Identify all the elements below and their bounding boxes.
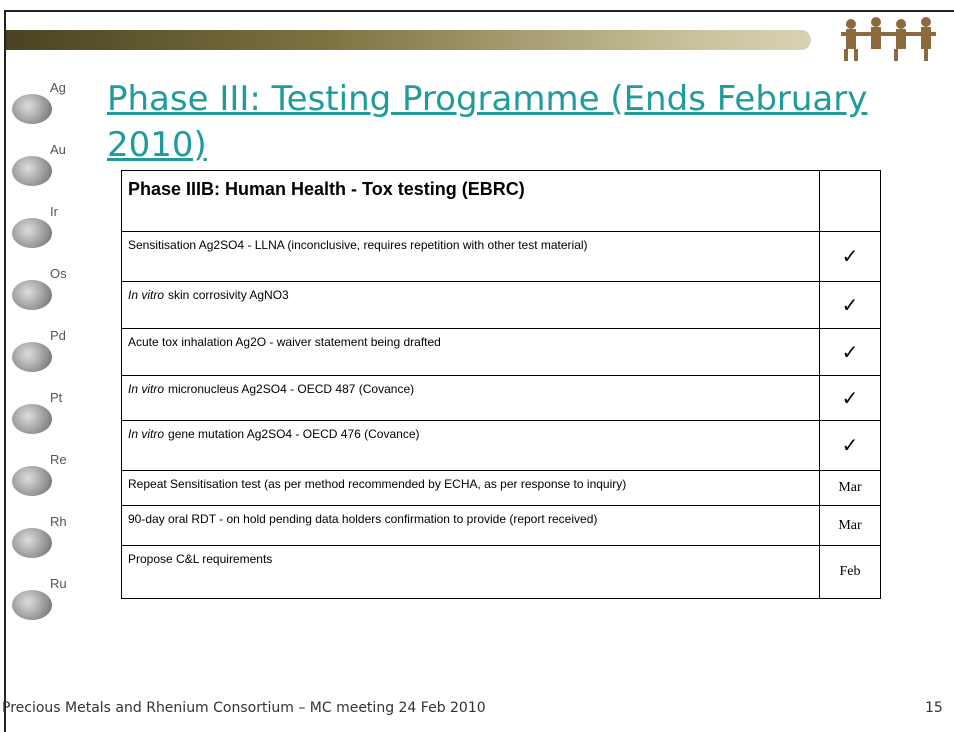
table-row: Acute tox inhalation Ag2O - waiver state… (121, 328, 881, 376)
element-item: Pd (10, 328, 80, 390)
element-symbol: Ir (50, 204, 58, 219)
element-symbol: Ag (50, 80, 66, 95)
task-emphasis: In vitro (128, 382, 165, 396)
element-symbol: Pd (50, 328, 66, 343)
task-text: 90-day oral RDT - on hold pending data h… (128, 512, 598, 526)
element-item: Re (10, 452, 80, 514)
element-symbol: Pt (50, 390, 63, 405)
element-symbol: Au (50, 142, 66, 157)
element-icon (12, 280, 52, 310)
status-cell: Mar (819, 470, 881, 506)
element-icon (12, 94, 52, 124)
status-cell: ✓ (819, 375, 881, 421)
task-cell: Sensitisation Ag2SO4 - LLNA (inconclusiv… (121, 231, 820, 282)
element-icon (12, 342, 52, 372)
element-icon (12, 156, 52, 186)
task-cell: In vitro skin corrosivity AgNO3 (121, 281, 820, 329)
testing-table: Phase IIIB: Human Health - Tox testing (… (121, 170, 881, 599)
table-heading: Phase IIIB: Human Health - Tox testing (… (121, 170, 820, 232)
task-text: micronucleus Ag2SO4 - OECD 487 (Covance) (168, 382, 415, 396)
status-cell: Feb (819, 545, 881, 599)
element-icon (12, 218, 52, 248)
heading-status (819, 170, 881, 232)
table-row: In vitro micronucleus Ag2SO4 - OECD 487 (… (121, 375, 881, 421)
task-text: Acute tox inhalation Ag2O - waiver state… (128, 335, 441, 349)
element-icon (12, 590, 52, 620)
footer: Precious Metals and Rhenium Consortium –… (2, 700, 486, 716)
table-row: Sensitisation Ag2SO4 - LLNA (inconclusiv… (121, 231, 881, 282)
element-icon (12, 528, 52, 558)
task-text: Repeat Sensitisation test (as per method… (128, 477, 627, 491)
element-item: Ru (10, 576, 80, 638)
element-item: Ag (10, 80, 80, 142)
table-row: Propose C&L requirements Feb (121, 545, 881, 599)
frame (4, 10, 954, 732)
task-emphasis: In vitro (128, 288, 165, 302)
table-row: In vitro skin corrosivity AgNO3 ✓ (121, 281, 881, 329)
status-cell: Mar (819, 505, 881, 546)
element-symbol: Ru (50, 576, 67, 591)
task-cell: Propose C&L requirements (121, 545, 820, 599)
table-row: Repeat Sensitisation test (as per method… (121, 470, 881, 506)
element-symbol: Rh (50, 514, 67, 529)
element-sidebar: Ag Au Ir Os Pd Pt Re Rh Ru (10, 80, 80, 638)
header-bar (6, 30, 811, 50)
element-symbol: Os (50, 266, 67, 281)
table-row: In vitro gene mutation Ag2SO4 - OECD 476 … (121, 420, 881, 471)
element-icon (12, 404, 52, 434)
element-item: Pt (10, 390, 80, 452)
status-cell: ✓ (819, 420, 881, 471)
task-cell: 90-day oral RDT - on hold pending data h… (121, 505, 820, 546)
task-text: skin corrosivity AgNO3 (168, 288, 289, 302)
task-text: gene mutation Ag2SO4 - OECD 476 (Covance… (168, 427, 420, 441)
task-text: Sensitisation Ag2SO4 - LLNA (inconclusiv… (128, 238, 588, 252)
element-item: Os (10, 266, 80, 328)
element-item: Au (10, 142, 80, 204)
element-icon (12, 466, 52, 496)
element-symbol: Re (50, 452, 67, 467)
status-cell: ✓ (819, 281, 881, 329)
task-text: Propose C&L requirements (128, 552, 273, 566)
status-cell: ✓ (819, 231, 881, 282)
slide-title: Phase III: Testing Programme (Ends Febru… (107, 79, 868, 165)
table-row: 90-day oral RDT - on hold pending data h… (121, 505, 881, 546)
task-cell: In vitro gene mutation Ag2SO4 - OECD 476 … (121, 420, 820, 471)
task-cell: In vitro micronucleus Ag2SO4 - OECD 487 (… (121, 375, 820, 421)
task-cell: Repeat Sensitisation test (as per method… (121, 470, 820, 506)
element-item: Rh (10, 514, 80, 576)
element-item: Ir (10, 204, 80, 266)
task-emphasis: In vitro (128, 427, 165, 441)
status-cell: ✓ (819, 328, 881, 376)
task-cell: Acute tox inhalation Ag2O - waiver state… (121, 328, 820, 376)
page-number: 15 (925, 700, 943, 716)
logo (841, 17, 936, 61)
